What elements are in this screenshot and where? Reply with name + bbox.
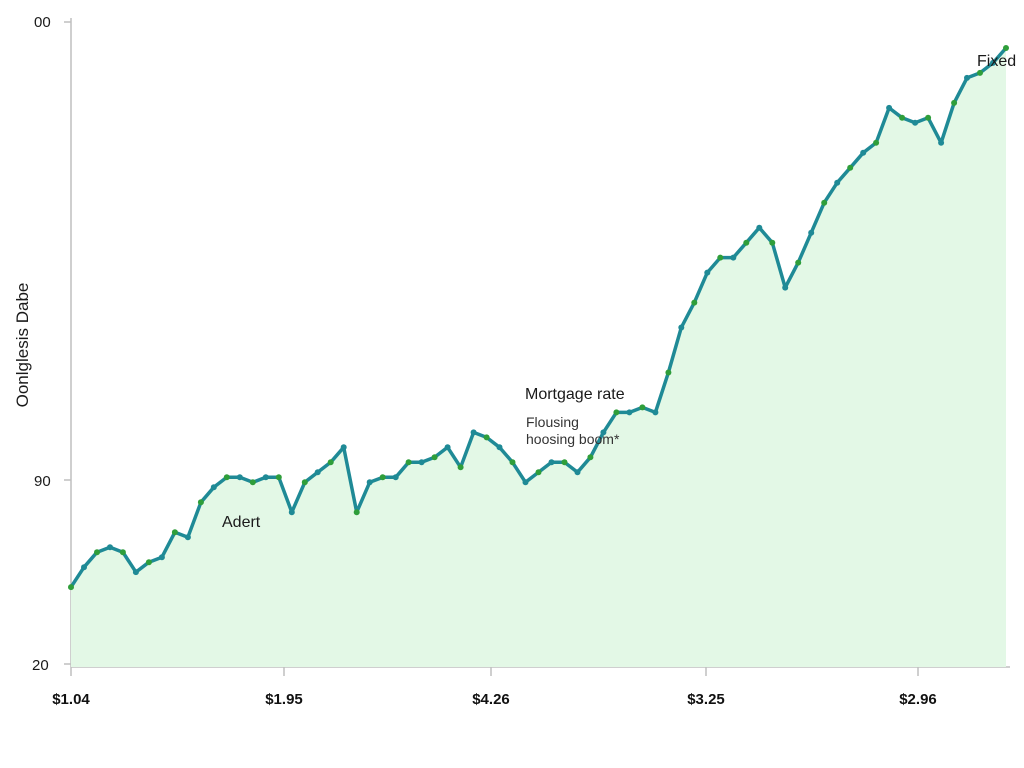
data-point <box>704 269 711 276</box>
data-point <box>444 444 451 451</box>
data-point <box>249 479 256 486</box>
data-point <box>561 459 568 466</box>
data-point <box>158 554 165 561</box>
data-point <box>184 534 191 541</box>
data-point <box>678 324 685 331</box>
data-point <box>730 254 737 261</box>
data-point <box>626 409 633 416</box>
data-point <box>119 549 126 556</box>
data-point <box>548 459 555 466</box>
data-point <box>353 509 360 516</box>
data-point <box>925 114 932 121</box>
data-point <box>795 259 802 266</box>
annotation-fixed: Fixed <box>977 53 1016 70</box>
x-tick-label-1: $1.04 <box>52 691 90 708</box>
data-point <box>873 139 880 146</box>
y-axis: 00 90 20 Oonlglesis Dabe <box>13 14 72 674</box>
data-point <box>327 459 334 466</box>
data-point <box>366 479 373 486</box>
data-point <box>756 224 763 231</box>
data-point <box>860 149 867 156</box>
x-tick-label-3: $4.26 <box>472 691 510 708</box>
data-point <box>223 474 230 481</box>
y-tick-label-top: 00 <box>34 14 51 31</box>
data-point <box>938 139 945 146</box>
data-point <box>665 369 672 376</box>
annotation-housing-boom: hoosing boom* <box>526 431 620 447</box>
data-point <box>522 479 529 486</box>
data-point <box>236 474 243 481</box>
y-tick-label-mid: 90 <box>34 473 51 490</box>
data-point <box>94 549 100 556</box>
data-point <box>639 404 646 411</box>
data-point <box>392 474 399 481</box>
data-point <box>431 454 438 461</box>
data-point <box>262 474 269 481</box>
data-point <box>509 459 516 466</box>
data-point <box>743 239 750 246</box>
data-point <box>574 469 581 476</box>
annotation-mortgage-rate: Mortgage rate <box>525 386 625 403</box>
data-point <box>171 529 178 536</box>
data-point <box>990 59 996 66</box>
data-point <box>782 284 789 291</box>
data-point <box>132 569 139 576</box>
data-point <box>535 469 542 476</box>
series-area-fill <box>71 48 1006 667</box>
x-tick-label-4: $3.25 <box>687 691 725 708</box>
data-point <box>652 409 659 416</box>
data-point <box>912 119 919 126</box>
data-point <box>301 479 308 486</box>
data-point <box>951 99 958 106</box>
data-point <box>899 114 906 121</box>
x-tick-label-2: $1.95 <box>265 691 303 708</box>
y-tick-label-bottom: 20 <box>32 657 49 674</box>
data-point <box>483 434 490 441</box>
x-tick-label-5: $2.96 <box>899 691 937 708</box>
data-point <box>1003 45 1009 51</box>
annotations: Fixed Mortgage rate Flousing hoosing boo… <box>222 53 1016 531</box>
data-point <box>197 499 204 506</box>
y-axis-label: Oonlglesis Dabe <box>13 283 32 408</box>
data-point <box>587 454 594 461</box>
data-point <box>275 474 282 481</box>
data-point <box>808 229 815 236</box>
data-point <box>886 104 893 111</box>
data-point <box>613 409 620 416</box>
data-point <box>717 254 724 261</box>
series-markers <box>68 45 1009 591</box>
data-point <box>418 459 425 466</box>
data-point <box>821 199 828 206</box>
data-point <box>288 509 295 516</box>
data-point <box>405 459 412 466</box>
data-point <box>769 239 776 246</box>
data-point <box>600 429 607 436</box>
data-point <box>68 584 74 591</box>
data-point <box>457 464 464 471</box>
annotation-flousing: Flousing <box>526 414 579 430</box>
data-point <box>210 484 217 491</box>
data-point <box>81 564 87 571</box>
data-point <box>691 299 698 306</box>
annotation-adert: Adert <box>222 514 261 531</box>
data-point <box>314 469 321 476</box>
data-point <box>964 74 970 81</box>
data-point <box>847 164 854 171</box>
data-point <box>470 429 477 436</box>
x-axis: $1.04 $1.95 $4.26 $3.25 $2.96 <box>52 666 1010 708</box>
data-point <box>977 69 983 76</box>
data-point <box>496 444 503 451</box>
data-point <box>834 179 841 186</box>
data-point <box>379 474 386 481</box>
data-point <box>145 559 152 566</box>
data-point <box>107 544 113 551</box>
data-point <box>340 444 347 451</box>
